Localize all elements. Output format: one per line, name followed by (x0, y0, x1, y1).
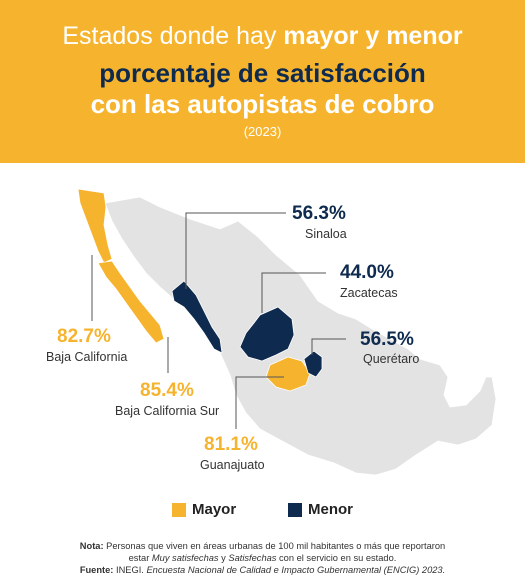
nota-em-2: Satisfechas (228, 553, 277, 563)
nota-text-2a: estar (128, 553, 152, 563)
footer-notes: Nota: Personas que viven en áreas urbana… (0, 540, 525, 576)
sinaloa-shape (171, 280, 223, 354)
zacatecas-shape (239, 306, 295, 362)
leader-lines (91, 212, 346, 429)
queretaro-value: 56.5% (360, 329, 414, 350)
mexico-mainland (104, 196, 497, 476)
leader-sinaloa (185, 212, 286, 289)
title-line-1: Estados donde hay mayor y menor (0, 21, 525, 51)
sinaloa-value: 56.3% (292, 203, 346, 224)
title-line-2: porcentaje de satisfacción (99, 58, 426, 88)
nota-text-2b: y (218, 553, 229, 563)
footer-nota-line-1: Nota: Personas que viven en áreas urbana… (0, 540, 525, 552)
baja-california-name: Baja California (46, 350, 128, 364)
baja-california-sur-name: Baja California Sur (115, 404, 220, 418)
baja-california-value: 82.7% (57, 326, 111, 347)
nota-em-1: Muy satisfechas (151, 553, 219, 563)
queretaro-shape (303, 350, 323, 378)
header-banner: Estados donde hay mayor y menor porcenta… (0, 0, 525, 163)
nota-text-1: Personas que viven en áreas urbanas de 1… (103, 541, 446, 551)
legend-menor-label: Menor (308, 501, 353, 518)
footer-fuente-line: Fuente: INEGI. Encuesta Nacional de Cali… (0, 564, 525, 576)
title-part-1: Estados donde hay (62, 22, 277, 50)
fuente-label: Fuente: (79, 565, 114, 575)
leader-guanajuato (235, 376, 284, 429)
zacatecas-value: 44.0% (340, 262, 394, 283)
fuente-text-2: Encuesta Nacional de Calidad e Impacto G… (146, 565, 446, 575)
nota-text-2c: con el servicio en su estado. (276, 553, 397, 563)
nota-label: Nota: (79, 541, 104, 551)
mexico-map (77, 188, 497, 476)
footer-nota-line-2: estar Muy satisfechas y Satisfechas con … (0, 552, 525, 564)
sinaloa-name: Sinaloa (305, 227, 347, 241)
zacatecas-name: Zacatecas (340, 286, 398, 300)
queretaro-name: Querétaro (363, 352, 420, 366)
baja-california-sur-value: 85.4% (140, 380, 194, 401)
guanajuato-name: Guanajuato (200, 458, 265, 472)
title-year: (2023) (243, 124, 282, 139)
baja-california-sur-shape (97, 260, 165, 344)
legend-mayor-label: Mayor (192, 501, 237, 518)
title-line-3: con las autopistas de cobro (90, 89, 435, 119)
guanajuato-shape (265, 356, 311, 392)
title-part-2: mayor y menor (283, 22, 463, 50)
baja-california-shape (77, 188, 113, 264)
guanajuato-value: 81.1% (204, 434, 258, 455)
legend-menor-swatch (288, 503, 302, 517)
leader-queretaro (311, 338, 346, 355)
fuente-text-1: INEGI. (113, 565, 147, 575)
legend-mayor-swatch (172, 503, 186, 517)
leader-zacatecas (261, 272, 326, 313)
